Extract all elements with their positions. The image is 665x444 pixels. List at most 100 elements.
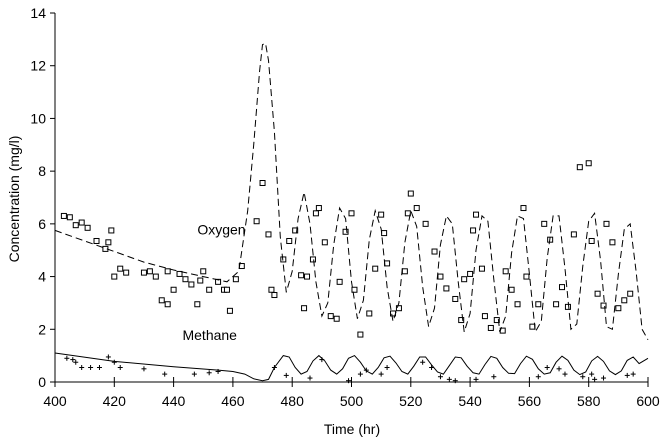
- data-point: [493, 317, 500, 324]
- data-point: [378, 211, 385, 218]
- data-point: [79, 365, 85, 371]
- data-point: [73, 359, 79, 365]
- data-point: [615, 305, 622, 312]
- data-point: [603, 220, 610, 227]
- x-ticks: 400 420 440 460 480 500 520 540 560 580 600: [43, 377, 660, 409]
- data-point: [588, 237, 595, 244]
- data-point: [286, 237, 293, 244]
- data-point: [78, 219, 85, 226]
- data-point: [309, 256, 316, 263]
- data-point: [292, 227, 299, 234]
- x-axis-title: Time (hr): [324, 421, 380, 437]
- data-point: [559, 284, 566, 291]
- data-point: [446, 376, 452, 382]
- data-point: [437, 374, 443, 380]
- data-point: [553, 301, 560, 308]
- methane-series-label: Methane: [182, 327, 237, 343]
- data-point: [556, 366, 562, 372]
- data-point: [372, 265, 379, 272]
- data-point: [422, 220, 429, 227]
- data-point: [327, 313, 334, 320]
- x-tick-label: 540: [458, 393, 482, 409]
- data-point: [381, 230, 388, 237]
- oxygen-series-label: Oxygen: [197, 221, 245, 237]
- data-point: [283, 372, 289, 378]
- data-point: [162, 371, 168, 377]
- data-point: [562, 371, 568, 377]
- data-point: [164, 268, 171, 275]
- data-point: [452, 295, 459, 302]
- data-point: [473, 211, 480, 218]
- data-point: [600, 302, 607, 309]
- data-point: [508, 286, 515, 293]
- data-point: [321, 239, 328, 246]
- data-point: [592, 376, 598, 382]
- data-point: [413, 205, 420, 212]
- data-point: [461, 276, 468, 283]
- data-point: [164, 301, 171, 308]
- data-point: [351, 286, 358, 293]
- data-point: [443, 285, 450, 292]
- data-point: [304, 273, 311, 280]
- data-point: [117, 265, 124, 272]
- data-point: [333, 315, 340, 322]
- data-point: [535, 301, 542, 308]
- data-point: [458, 317, 465, 324]
- data-point: [70, 357, 76, 363]
- data-point: [280, 256, 287, 263]
- series-line: [54, 352, 649, 382]
- data-point: [105, 354, 111, 360]
- data-point: [108, 227, 115, 234]
- data-point: [307, 375, 313, 381]
- data-point: [541, 220, 548, 227]
- x-tick-label: 580: [577, 393, 601, 409]
- data-point: [170, 286, 177, 293]
- data-point: [627, 290, 634, 297]
- x-tick-label: 560: [518, 393, 542, 409]
- data-point: [111, 273, 118, 280]
- data-point: [564, 303, 571, 310]
- data-point: [60, 212, 67, 219]
- data-point: [473, 376, 479, 382]
- x-tick-label: 600: [636, 393, 660, 409]
- data-point: [621, 297, 628, 304]
- data-point: [253, 218, 260, 225]
- data-point: [265, 231, 272, 238]
- x-tick-label: 400: [43, 393, 67, 409]
- data-point: [105, 239, 112, 246]
- data-point: [467, 270, 474, 277]
- data-point: [523, 273, 530, 280]
- axes: 0 2 4 6 8 10 12 14 400 420 440 460 480 500 520 540 560 5…: [30, 5, 659, 409]
- data-point: [437, 273, 444, 280]
- data-point: [141, 366, 147, 372]
- data-point: [570, 231, 577, 238]
- data-point: [624, 372, 630, 378]
- data-point: [93, 237, 100, 244]
- data-point: [271, 292, 278, 299]
- data-point: [585, 160, 592, 167]
- data-point: [491, 374, 497, 380]
- data-point: [232, 276, 239, 283]
- y-tick-label: 0: [38, 374, 46, 390]
- y-tick-label: 12: [30, 58, 46, 74]
- data-point: [520, 205, 527, 212]
- series-methane-measured: [64, 354, 636, 384]
- data-point: [72, 222, 79, 229]
- data-point: [580, 374, 586, 380]
- data-point: [401, 268, 408, 275]
- y-tick-label: 14: [30, 5, 46, 21]
- data-point: [191, 371, 197, 377]
- y-tick-label: 10: [30, 110, 46, 126]
- data-point: [84, 224, 91, 231]
- data-point: [502, 268, 509, 275]
- data-point: [88, 365, 94, 371]
- y-tick-label: 2: [38, 321, 46, 337]
- data-point: [366, 310, 373, 317]
- data-point: [576, 164, 583, 171]
- data-point: [123, 269, 130, 276]
- y-tick-label: 6: [38, 216, 46, 232]
- data-point: [206, 286, 213, 293]
- series-oxygen-measured: [60, 160, 634, 338]
- data-point: [298, 272, 305, 279]
